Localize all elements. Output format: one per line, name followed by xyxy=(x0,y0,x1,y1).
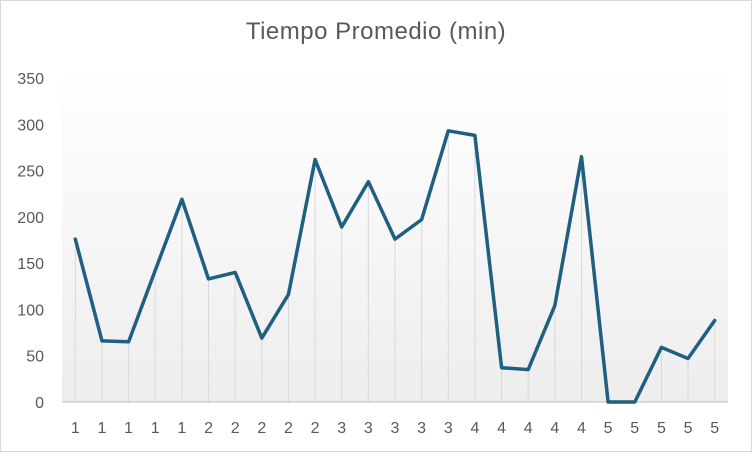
y-tick-label: 350 xyxy=(17,71,44,88)
series-line xyxy=(73,129,717,404)
x-tick-label: 5 xyxy=(604,420,613,437)
x-tick-label: 4 xyxy=(577,420,586,437)
x-tick-label: 2 xyxy=(311,420,320,437)
x-tick-label: 2 xyxy=(204,420,213,437)
y-tick-label: 300 xyxy=(17,117,44,134)
chart-title: Tiempo Promedio (min) xyxy=(245,18,507,45)
x-tick-label: 2 xyxy=(257,420,266,437)
x-tick-label: 3 xyxy=(444,420,453,437)
x-tick-label: 1 xyxy=(177,420,186,437)
y-tick-label: 200 xyxy=(17,210,44,227)
x-tick-label: 1 xyxy=(71,420,80,437)
y-tick-label: 250 xyxy=(17,164,44,181)
y-tick-label: 0 xyxy=(35,395,44,412)
x-tick-label: 1 xyxy=(151,420,160,437)
x-tick-label: 1 xyxy=(98,420,107,437)
x-tick-label: 5 xyxy=(710,420,719,437)
y-tick-label: 100 xyxy=(17,302,44,319)
x-tick-label: 4 xyxy=(550,420,559,437)
x-tick-label: 1 xyxy=(124,420,133,437)
x-tick-label: 5 xyxy=(684,420,693,437)
y-tick-label: 150 xyxy=(17,256,44,273)
x-tick-label: 4 xyxy=(524,420,533,437)
x-tick-label: 3 xyxy=(417,420,426,437)
x-tick-label: 3 xyxy=(337,420,346,437)
x-tick-label: 5 xyxy=(630,420,639,437)
x-tick-label: 4 xyxy=(470,420,479,437)
y-tick-label: 50 xyxy=(26,349,44,366)
x-tick-label: 3 xyxy=(391,420,400,437)
x-tick-label: 3 xyxy=(364,420,373,437)
x-tick-label: 4 xyxy=(497,420,506,437)
x-tick-label: 5 xyxy=(657,420,666,437)
x-tick-label: 2 xyxy=(284,420,293,437)
x-tick-label: 2 xyxy=(231,420,240,437)
